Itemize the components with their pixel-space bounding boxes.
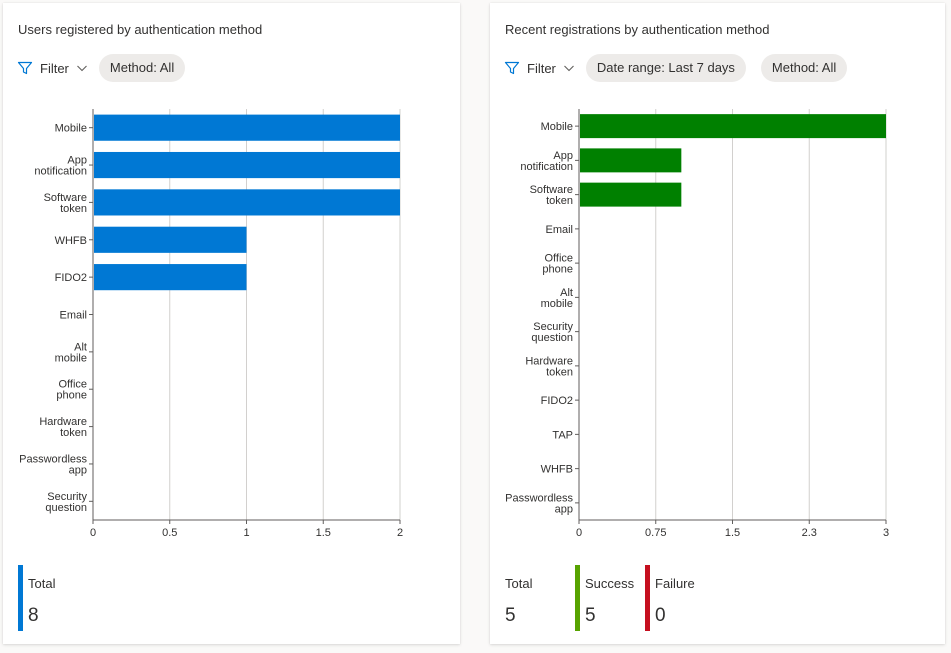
category-label: Hardware <box>525 355 573 367</box>
x-tick-label: 0 <box>576 527 582 539</box>
bar <box>580 114 886 139</box>
category-label: FIDO2 <box>55 272 87 284</box>
category-label: Software <box>44 192 87 204</box>
category-label: App <box>553 150 573 162</box>
category-label: Email <box>545 224 573 236</box>
x-tick-label: 1 <box>243 527 249 539</box>
stat-color-bar <box>645 565 650 631</box>
method-filter-pill[interactable]: Method: All <box>98 54 186 82</box>
category-label: phone <box>542 264 573 276</box>
recent-registrations-card: Recent registrations by authentication m… <box>490 3 945 644</box>
category-label: Office <box>544 253 573 265</box>
card-title: Recent registrations by authentication m… <box>505 22 770 37</box>
filter-icon <box>17 61 33 75</box>
stat-total: Total 8 <box>18 565 138 631</box>
category-label: notification <box>520 161 573 173</box>
stat-value: 5 <box>505 605 516 626</box>
chevron-down-icon <box>564 65 574 72</box>
stat-label: Total <box>505 576 533 591</box>
category-label: Security <box>47 491 87 503</box>
filter-toolbar: Filter Date range: Last 7 days Method: A… <box>504 54 862 82</box>
filter-icon <box>504 61 520 75</box>
stat-value: 5 <box>585 605 596 626</box>
bar <box>94 264 247 291</box>
category-label: notification <box>34 166 87 178</box>
category-label: mobile <box>541 298 573 310</box>
filter-label: Filter <box>40 60 69 76</box>
category-label: App <box>67 155 87 167</box>
category-label: token <box>546 195 573 207</box>
stat-total: Total 5 <box>505 565 565 631</box>
category-label: Hardware <box>39 416 87 428</box>
category-label: Passwordless <box>505 492 573 504</box>
category-label: mobile <box>55 352 87 364</box>
users-registered-chart: 0 0.5 1 1.5 2MobileAppnotificationSoftwareto… <box>19 109 403 539</box>
category-label: phone <box>56 390 87 402</box>
x-tick-label: 3 <box>883 527 889 539</box>
category-label: Passwordless <box>19 453 87 465</box>
category-label: WHFB <box>55 235 87 247</box>
stat-label: Total <box>28 576 56 591</box>
category-label: Office <box>58 379 87 391</box>
category-label: FIDO2 <box>541 395 573 407</box>
date-range-pill[interactable]: Date range: Last 7 days <box>585 54 746 82</box>
x-tick-label: 2.3 <box>802 527 817 539</box>
category-label: Security <box>533 321 573 333</box>
category-label: Software <box>530 184 573 196</box>
filter-button[interactable]: Filter <box>17 60 89 76</box>
stat-success: Success 5 <box>575 565 635 631</box>
users-registered-card: Users registered by authentication metho… <box>3 3 460 644</box>
category-label: Alt <box>74 341 87 353</box>
bar <box>94 189 400 216</box>
x-tick-label: 1.5 <box>725 527 740 539</box>
x-tick-label: 0.5 <box>162 527 177 539</box>
card-title: Users registered by authentication metho… <box>18 22 263 37</box>
x-tick-label: 2 <box>397 527 403 539</box>
category-label: app <box>69 464 87 476</box>
category-label: Alt <box>560 287 573 299</box>
method-filter-pill[interactable]: Method: All <box>760 54 848 82</box>
stat-value: 0 <box>655 605 666 626</box>
stat-color-bar <box>575 565 580 631</box>
stat-failure: Failure 0 <box>645 565 705 631</box>
bar <box>94 226 247 253</box>
chevron-down-icon <box>77 65 87 72</box>
x-tick-label: 0.75 <box>645 527 666 539</box>
filter-label: Filter <box>527 60 556 76</box>
stat-label: Failure <box>655 576 695 591</box>
stat-color-bar <box>18 565 23 631</box>
stat-label: Success <box>585 576 635 591</box>
category-label: token <box>60 427 87 439</box>
filter-button[interactable]: Filter <box>504 60 576 76</box>
filter-toolbar: Filter Method: All <box>17 54 200 82</box>
category-label: app <box>555 503 573 515</box>
category-label: WHFB <box>541 464 573 476</box>
category-label: token <box>60 203 87 215</box>
category-label: TAP <box>552 429 573 441</box>
category-label: Mobile <box>541 121 573 133</box>
bar <box>580 182 682 207</box>
stat-value: 8 <box>28 605 39 626</box>
bar <box>94 114 400 141</box>
bar <box>94 151 400 179</box>
x-tick-label: 0 <box>90 527 96 539</box>
category-label: token <box>546 366 573 378</box>
category-label: Email <box>59 310 87 322</box>
category-label: Mobile <box>55 123 87 135</box>
category-label: question <box>45 502 87 514</box>
bar <box>580 148 682 173</box>
category-label: question <box>531 332 573 344</box>
x-tick-label: 1.5 <box>316 527 331 539</box>
